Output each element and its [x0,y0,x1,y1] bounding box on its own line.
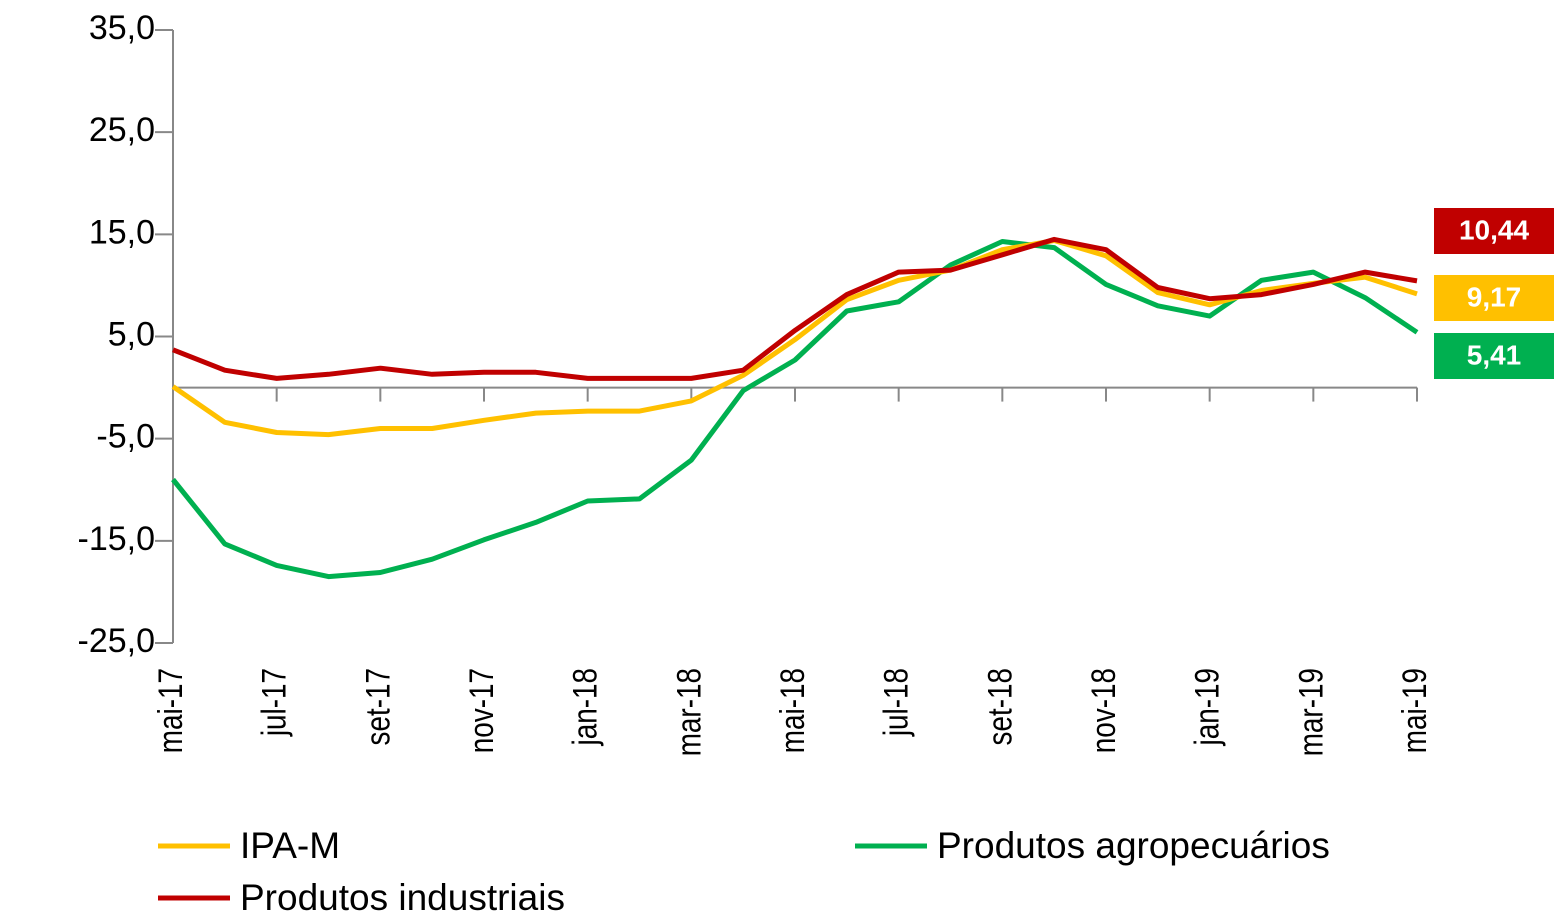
x-tick-label: jan-19 [1188,668,1226,746]
series-line [172,236,1418,381]
x-tick-label: mai-18 [773,668,811,753]
legend-label: IPA-M [240,825,340,866]
y-tick-label: -25,0 [78,622,156,660]
value-label: 9,17 [1434,275,1554,321]
series-line [171,239,1419,580]
value-label-box [1434,208,1554,254]
x-tick-label: jul-18 [877,668,915,737]
value-label: 10,44 [1434,208,1554,254]
x-tick-label: mar-18 [670,668,708,756]
x-tick-label: jul-17 [255,668,293,737]
x-tick-label: set-17 [359,668,397,745]
legend-item: IPA-M [158,825,340,866]
y-tick-label: 5,0 [108,315,155,353]
value-label: 5,41 [1434,333,1554,379]
value-label-text: 10,44 [1459,214,1529,245]
y-tick-label: -5,0 [96,418,155,456]
legend-label: Produtos agropecuários [937,825,1330,866]
y-tick-label: 15,0 [89,213,155,251]
y-tick-label: 35,0 [89,9,155,47]
legend-item: Produtos industriais [158,877,565,916]
x-tick-label: set-18 [981,668,1019,745]
x-tick-label: jan-18 [566,668,604,746]
legend-item: Produtos agropecuários [855,825,1330,866]
x-tick-label: mai-17 [151,668,189,753]
x-tick-label: mai-19 [1395,668,1433,753]
y-tick-label: -15,0 [78,520,156,558]
x-tick-label: nov-18 [1084,668,1122,753]
value-label-text: 5,41 [1467,339,1522,370]
x-tick-label: mar-19 [1292,668,1330,756]
value-label-box [1434,275,1554,321]
legend-label: Produtos industriais [240,877,565,916]
x-tick-label: nov-17 [462,668,500,753]
y-tick-label: 25,0 [89,111,155,149]
series-line [171,238,1418,438]
value-label-box [1434,333,1554,379]
value-label-text: 9,17 [1467,281,1522,312]
